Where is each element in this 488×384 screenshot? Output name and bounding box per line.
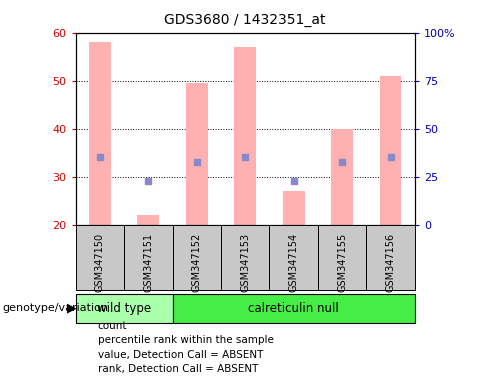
- Text: GSM347151: GSM347151: [143, 232, 153, 291]
- FancyBboxPatch shape: [318, 225, 366, 290]
- Text: GSM347155: GSM347155: [337, 232, 347, 292]
- Bar: [138, 215, 159, 225]
- Text: count: count: [98, 321, 127, 331]
- Text: wild type: wild type: [97, 302, 151, 314]
- FancyBboxPatch shape: [76, 294, 173, 323]
- Text: value, Detection Call = ABSENT: value, Detection Call = ABSENT: [98, 350, 263, 360]
- Text: GSM347156: GSM347156: [386, 232, 396, 291]
- Bar: [186, 83, 208, 225]
- FancyBboxPatch shape: [269, 225, 318, 290]
- Text: GSM347154: GSM347154: [289, 232, 299, 291]
- Bar: [380, 76, 402, 225]
- Text: percentile rank within the sample: percentile rank within the sample: [98, 335, 273, 345]
- Text: rank, Detection Call = ABSENT: rank, Detection Call = ABSENT: [98, 364, 258, 374]
- FancyBboxPatch shape: [366, 225, 415, 290]
- Bar: [89, 42, 111, 225]
- Text: ▶: ▶: [67, 302, 77, 314]
- Bar: [283, 191, 305, 225]
- FancyBboxPatch shape: [124, 225, 173, 290]
- Text: genotype/variation: genotype/variation: [2, 303, 108, 313]
- Text: GSM347153: GSM347153: [240, 232, 250, 291]
- FancyBboxPatch shape: [221, 225, 269, 290]
- Text: GSM347152: GSM347152: [192, 232, 202, 292]
- Title: GDS3680 / 1432351_at: GDS3680 / 1432351_at: [164, 13, 326, 27]
- Bar: [331, 129, 353, 225]
- Text: calreticulin null: calreticulin null: [248, 302, 339, 314]
- Text: GSM347150: GSM347150: [95, 232, 105, 291]
- FancyBboxPatch shape: [76, 225, 124, 290]
- Bar: [234, 47, 256, 225]
- FancyBboxPatch shape: [173, 225, 221, 290]
- FancyBboxPatch shape: [173, 294, 415, 323]
